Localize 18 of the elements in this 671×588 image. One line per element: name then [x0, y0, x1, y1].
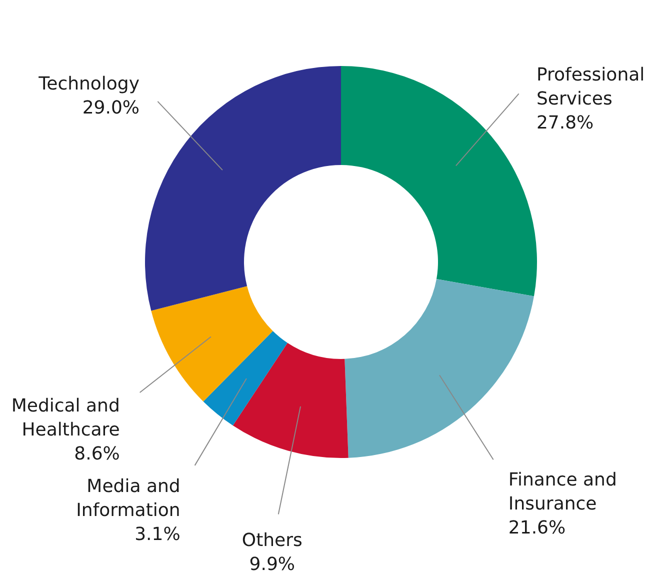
- data-label: 9.9%: [249, 554, 296, 576]
- data-label: 21.6%: [508, 518, 566, 539]
- slice-label: Professional Services: [536, 64, 645, 110]
- slice-label: Finance and Insurance: [508, 470, 617, 515]
- slice-label: Medical and Healthcare: [11, 395, 120, 440]
- data-label: 29.0%: [82, 97, 140, 118]
- donut-slice: [151, 286, 273, 402]
- slice-label: Others: [242, 530, 302, 552]
- data-label: 27.8%: [536, 112, 594, 134]
- donut-slice: [232, 342, 348, 458]
- slice-label: Technology: [38, 73, 140, 94]
- donut-slice: [203, 331, 288, 426]
- data-label: 3.1%: [134, 524, 180, 546]
- donut-slice: [341, 66, 537, 296]
- donut-slice: [145, 66, 341, 311]
- donut-slice: [344, 278, 534, 458]
- data-label: 8.6%: [74, 443, 120, 464]
- slice-label: Media and Information: [76, 476, 180, 522]
